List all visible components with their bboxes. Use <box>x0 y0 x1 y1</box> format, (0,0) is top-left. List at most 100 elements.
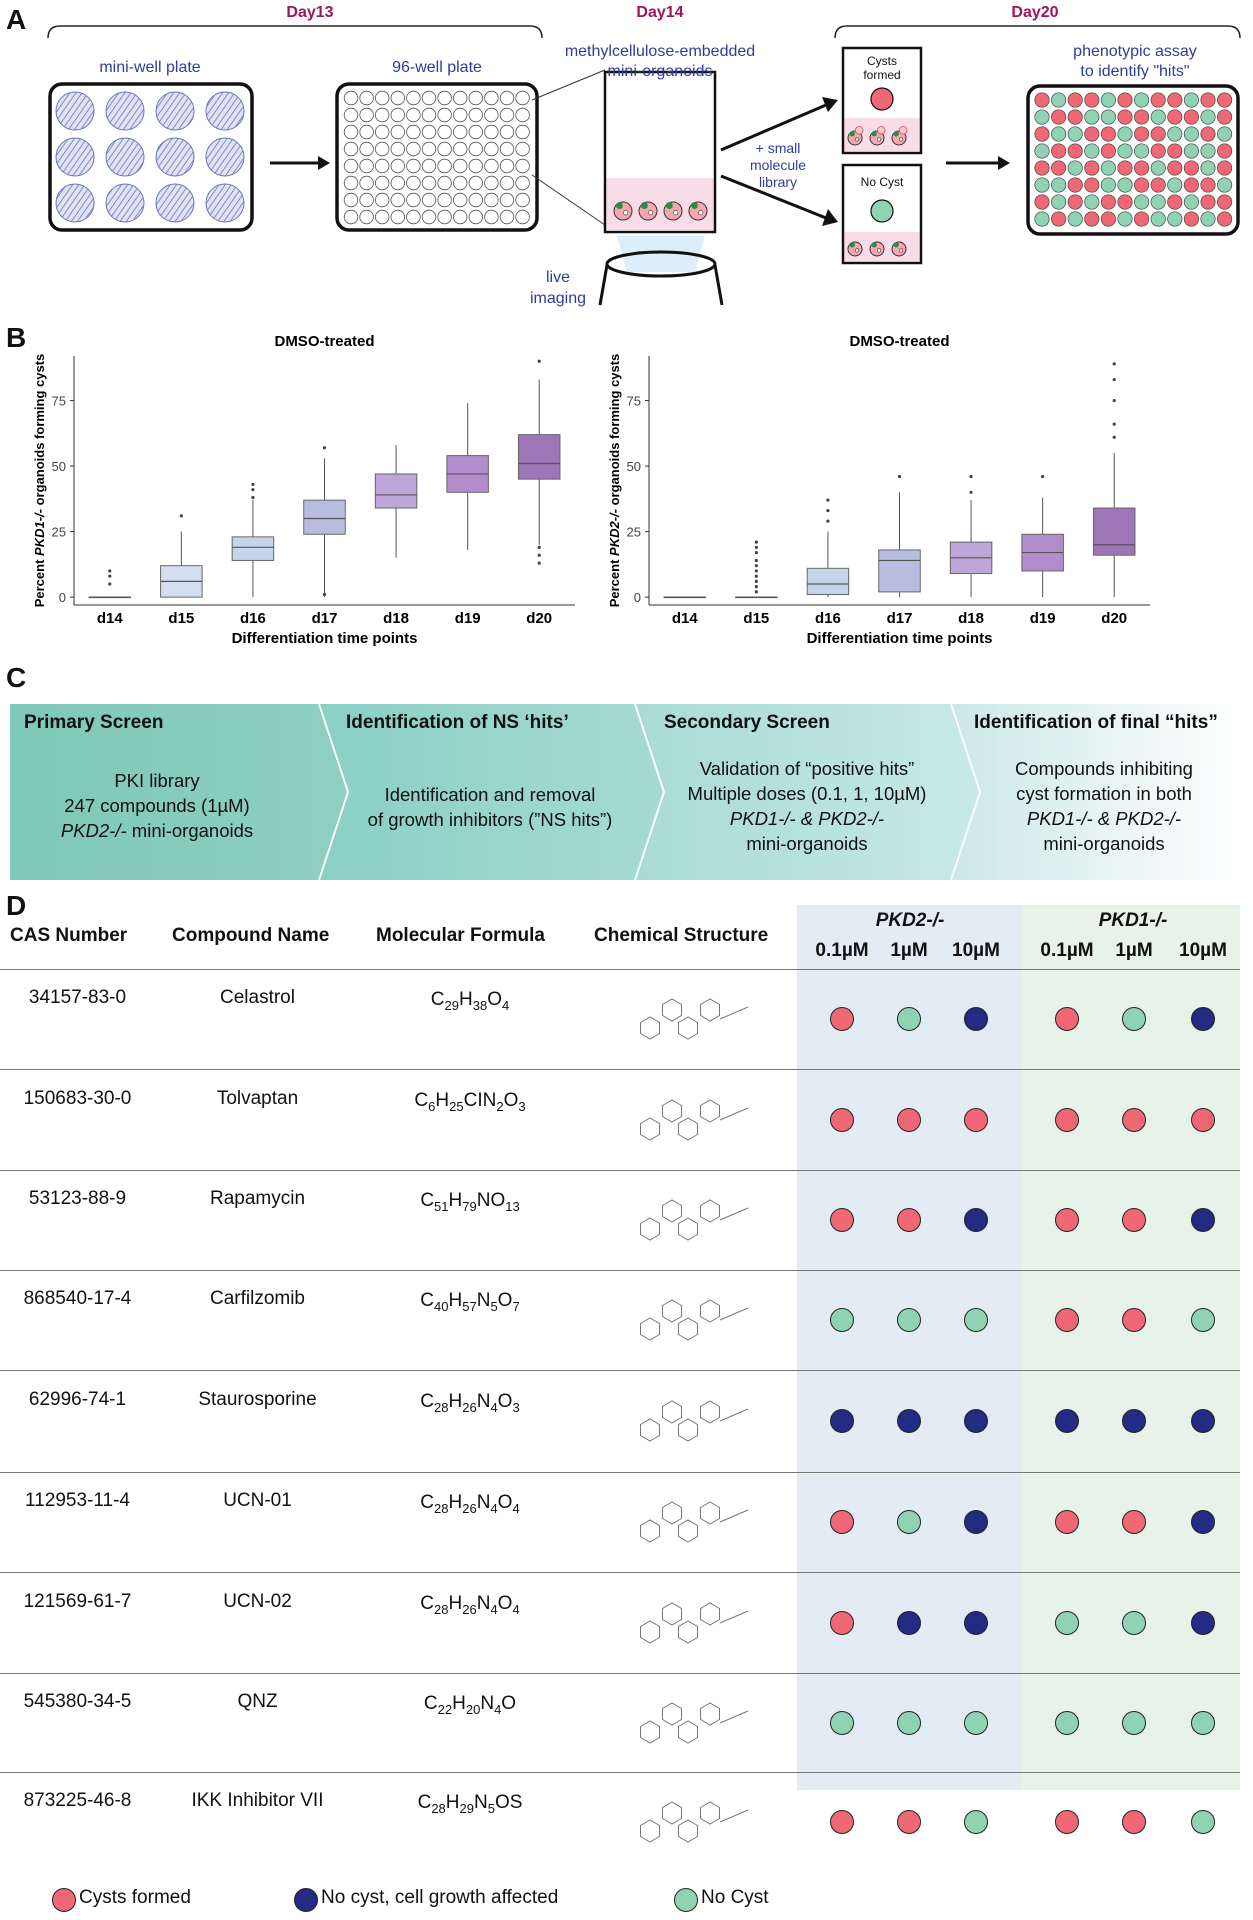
bond <box>719 1509 749 1523</box>
row-divider <box>0 1472 1240 1473</box>
well <box>406 209 421 225</box>
ring <box>640 1819 660 1843</box>
zoom-line-top <box>531 69 606 101</box>
well <box>515 141 530 157</box>
cas-number: 545380-34-5 <box>23 1690 132 1712</box>
chemical-structure <box>640 998 749 1040</box>
assay-well <box>1167 109 1183 125</box>
organoid-lumen <box>698 210 704 216</box>
pkd1-result-dot <box>1055 1208 1079 1232</box>
arrow-nocyst <box>720 174 827 220</box>
outlier <box>754 545 758 549</box>
organoid-lumen <box>855 137 860 142</box>
y-tick-label: 75 <box>627 394 641 409</box>
pkd2-result-dot <box>964 1208 988 1232</box>
well <box>359 209 374 225</box>
assay-well <box>1150 194 1166 210</box>
well <box>375 209 390 225</box>
pkd2-result-dot <box>964 1610 988 1635</box>
chart-pkd1: DMSO-treated 0 25 50 75 d14 d15 d16 d17 d18 d19 d20… <box>32 333 575 647</box>
chemical-structure <box>640 1801 749 1843</box>
ring <box>640 1317 660 1341</box>
outlier <box>322 592 327 597</box>
assay-well <box>1200 126 1216 142</box>
x-tick-label: d14 <box>672 610 699 627</box>
cas-number: 53123-88-9 <box>28 1188 127 1209</box>
assay-well <box>1167 143 1183 159</box>
well <box>453 175 468 191</box>
row-divider <box>0 1069 1240 1070</box>
compound-name: UCN-01 <box>223 1490 292 1511</box>
assay-well <box>1183 160 1199 176</box>
ring <box>700 1601 720 1626</box>
methylcellulose-label-2: mini-organoids <box>607 63 713 80</box>
pkd1-result-dot <box>1191 1610 1215 1635</box>
step-line: Identification and removal <box>384 784 596 805</box>
assay-well <box>1067 211 1083 227</box>
ring <box>662 1501 682 1525</box>
well <box>453 158 468 174</box>
mini-well <box>205 137 245 177</box>
assay-well <box>1183 211 1199 227</box>
assay-well <box>1051 160 1067 176</box>
chart-pkd2: DMSO-treated 0 25 50 75 d14 d15 d16 d17 d18 d19 d20… <box>607 333 1150 647</box>
outlier <box>897 474 902 479</box>
ring <box>662 1400 682 1424</box>
well <box>484 107 499 123</box>
assay-well <box>1167 194 1183 210</box>
organoid-lumen <box>855 248 860 253</box>
assay-well <box>1183 109 1199 125</box>
ring <box>662 1098 682 1123</box>
ring <box>700 1501 720 1525</box>
assay-well <box>1117 126 1133 142</box>
outlier <box>1041 474 1045 479</box>
outlier <box>179 514 183 518</box>
outlier <box>251 482 255 487</box>
assay-well <box>1051 92 1067 108</box>
compound-name: Staurosporine <box>198 1389 317 1410</box>
outlier <box>251 488 255 492</box>
well <box>515 124 530 140</box>
assay-well <box>1100 143 1116 159</box>
assay-well <box>1117 211 1133 227</box>
assay-well <box>1084 194 1100 210</box>
organoid-cell <box>871 242 877 248</box>
pkd1-result-dot <box>1055 1409 1079 1433</box>
assay-well <box>1200 92 1216 108</box>
well <box>406 192 421 208</box>
pkd1-result-dot <box>1055 1107 1079 1132</box>
small-molecule-label-1: + small <box>755 140 801 156</box>
chemical-structure <box>640 1199 749 1241</box>
organoid-lumen <box>899 137 904 142</box>
ring <box>640 1719 660 1744</box>
legend-growth-label: No cyst, cell growth affected <box>321 1887 559 1908</box>
well <box>484 158 499 174</box>
organoid-lumen <box>877 137 882 142</box>
outlier <box>754 579 758 584</box>
pkd2-result-dot <box>830 1510 854 1534</box>
pkd2-result-dot <box>830 1710 854 1735</box>
outlier <box>754 564 758 568</box>
pkd2-result-dot <box>964 1107 988 1132</box>
chevron-1 <box>10 704 347 880</box>
assay-well <box>1067 109 1083 125</box>
mini-well <box>205 91 245 131</box>
day20-label: Day20 <box>1011 4 1059 21</box>
objective-lens <box>605 250 717 278</box>
y-tick-label: 0 <box>634 590 641 605</box>
well <box>515 192 530 208</box>
cas-number: 873225-46-8 <box>23 1790 132 1811</box>
box <box>517 434 561 480</box>
molecular-formula: C29H38O4 <box>430 989 510 1013</box>
outlier <box>1112 422 1116 426</box>
well <box>390 90 406 106</box>
assay-well <box>1067 160 1083 176</box>
pkd1-result-dot <box>1122 1810 1146 1834</box>
well <box>421 107 437 123</box>
assay-well <box>1150 143 1166 159</box>
well <box>359 175 374 191</box>
molecular-formula: C22H20N4O <box>423 1692 517 1717</box>
assay-well <box>1051 194 1067 210</box>
assay-well <box>1100 211 1116 227</box>
box <box>303 499 346 535</box>
